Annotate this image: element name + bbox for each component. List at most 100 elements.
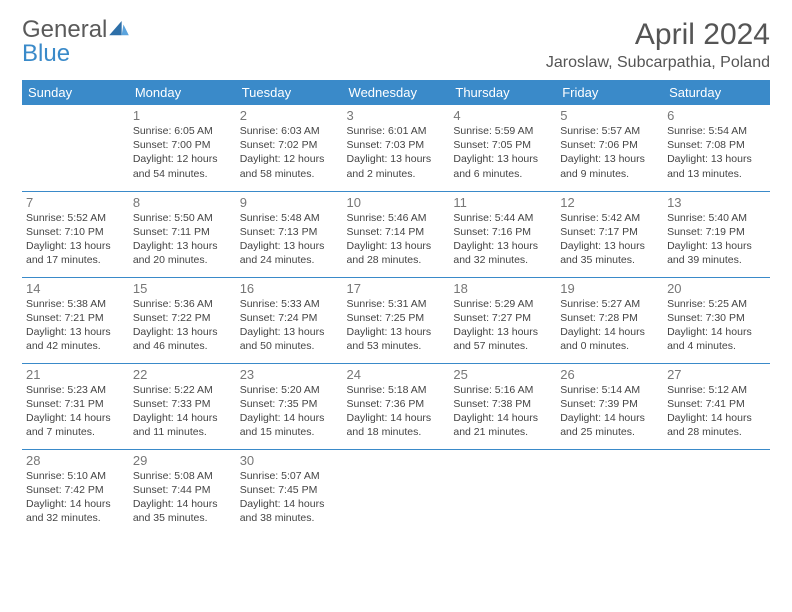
calendar-day-cell: 21Sunrise: 5:23 AMSunset: 7:31 PMDayligh… (22, 363, 129, 449)
calendar-body: 1Sunrise: 6:05 AMSunset: 7:00 PMDaylight… (22, 105, 770, 535)
day-info: Sunrise: 5:59 AMSunset: 7:05 PMDaylight:… (453, 124, 552, 181)
day-number: 20 (667, 281, 766, 296)
calendar-week-row: 1Sunrise: 6:05 AMSunset: 7:00 PMDaylight… (22, 105, 770, 191)
calendar-day-cell: 22Sunrise: 5:22 AMSunset: 7:33 PMDayligh… (129, 363, 236, 449)
day-number: 26 (560, 367, 659, 382)
day-info: Sunrise: 6:05 AMSunset: 7:00 PMDaylight:… (133, 124, 232, 181)
calendar-week-row: 28Sunrise: 5:10 AMSunset: 7:42 PMDayligh… (22, 449, 770, 535)
day-info: Sunrise: 5:40 AMSunset: 7:19 PMDaylight:… (667, 211, 766, 268)
calendar-day-cell: 5Sunrise: 5:57 AMSunset: 7:06 PMDaylight… (556, 105, 663, 191)
day-number: 17 (347, 281, 446, 296)
day-info: Sunrise: 5:31 AMSunset: 7:25 PMDaylight:… (347, 297, 446, 354)
day-number: 1 (133, 108, 232, 123)
day-number: 16 (240, 281, 339, 296)
day-info: Sunrise: 5:08 AMSunset: 7:44 PMDaylight:… (133, 469, 232, 526)
calendar-day-cell: 4Sunrise: 5:59 AMSunset: 7:05 PMDaylight… (449, 105, 556, 191)
day-info: Sunrise: 5:27 AMSunset: 7:28 PMDaylight:… (560, 297, 659, 354)
calendar-day-cell: 3Sunrise: 6:01 AMSunset: 7:03 PMDaylight… (343, 105, 450, 191)
calendar-day-cell: 7Sunrise: 5:52 AMSunset: 7:10 PMDaylight… (22, 191, 129, 277)
location: Jaroslaw, Subcarpathia, Poland (546, 54, 770, 72)
day-number: 30 (240, 453, 339, 468)
day-number: 27 (667, 367, 766, 382)
calendar-day-cell: 13Sunrise: 5:40 AMSunset: 7:19 PMDayligh… (663, 191, 770, 277)
day-number: 5 (560, 108, 659, 123)
day-info: Sunrise: 5:07 AMSunset: 7:45 PMDaylight:… (240, 469, 339, 526)
calendar-day-cell: 23Sunrise: 5:20 AMSunset: 7:35 PMDayligh… (236, 363, 343, 449)
logo-sail-icon (109, 18, 129, 42)
day-number: 21 (26, 367, 125, 382)
calendar-week-row: 14Sunrise: 5:38 AMSunset: 7:21 PMDayligh… (22, 277, 770, 363)
day-info: Sunrise: 5:48 AMSunset: 7:13 PMDaylight:… (240, 211, 339, 268)
calendar-day-cell: 10Sunrise: 5:46 AMSunset: 7:14 PMDayligh… (343, 191, 450, 277)
day-number: 19 (560, 281, 659, 296)
calendar-day-cell: 14Sunrise: 5:38 AMSunset: 7:21 PMDayligh… (22, 277, 129, 363)
calendar-day-cell: 1Sunrise: 6:05 AMSunset: 7:00 PMDaylight… (129, 105, 236, 191)
calendar-day-cell: 2Sunrise: 6:03 AMSunset: 7:02 PMDaylight… (236, 105, 343, 191)
day-info: Sunrise: 5:57 AMSunset: 7:06 PMDaylight:… (560, 124, 659, 181)
calendar-day-cell: 19Sunrise: 5:27 AMSunset: 7:28 PMDayligh… (556, 277, 663, 363)
calendar-day-cell: 24Sunrise: 5:18 AMSunset: 7:36 PMDayligh… (343, 363, 450, 449)
day-info: Sunrise: 6:03 AMSunset: 7:02 PMDaylight:… (240, 124, 339, 181)
calendar-week-row: 21Sunrise: 5:23 AMSunset: 7:31 PMDayligh… (22, 363, 770, 449)
calendar-day-cell: 30Sunrise: 5:07 AMSunset: 7:45 PMDayligh… (236, 449, 343, 535)
day-number: 13 (667, 195, 766, 210)
calendar-day-cell: 15Sunrise: 5:36 AMSunset: 7:22 PMDayligh… (129, 277, 236, 363)
calendar-day-cell: 17Sunrise: 5:31 AMSunset: 7:25 PMDayligh… (343, 277, 450, 363)
day-info: Sunrise: 5:20 AMSunset: 7:35 PMDaylight:… (240, 383, 339, 440)
day-number: 2 (240, 108, 339, 123)
day-info: Sunrise: 5:23 AMSunset: 7:31 PMDaylight:… (26, 383, 125, 440)
day-info: Sunrise: 5:12 AMSunset: 7:41 PMDaylight:… (667, 383, 766, 440)
day-number: 14 (26, 281, 125, 296)
day-info: Sunrise: 5:52 AMSunset: 7:10 PMDaylight:… (26, 211, 125, 268)
calendar-day-cell: 12Sunrise: 5:42 AMSunset: 7:17 PMDayligh… (556, 191, 663, 277)
day-info: Sunrise: 5:36 AMSunset: 7:22 PMDaylight:… (133, 297, 232, 354)
calendar-day-cell: 6Sunrise: 5:54 AMSunset: 7:08 PMDaylight… (663, 105, 770, 191)
day-info: Sunrise: 5:46 AMSunset: 7:14 PMDaylight:… (347, 211, 446, 268)
calendar-day-cell: 9Sunrise: 5:48 AMSunset: 7:13 PMDaylight… (236, 191, 343, 277)
day-info: Sunrise: 5:18 AMSunset: 7:36 PMDaylight:… (347, 383, 446, 440)
day-info: Sunrise: 5:42 AMSunset: 7:17 PMDaylight:… (560, 211, 659, 268)
weekday-header: Monday (129, 80, 236, 105)
day-number: 22 (133, 367, 232, 382)
weekday-header: Wednesday (343, 80, 450, 105)
day-number: 3 (347, 108, 446, 123)
day-number: 15 (133, 281, 232, 296)
day-info: Sunrise: 5:38 AMSunset: 7:21 PMDaylight:… (26, 297, 125, 354)
day-number: 28 (26, 453, 125, 468)
day-info: Sunrise: 5:10 AMSunset: 7:42 PMDaylight:… (26, 469, 125, 526)
calendar-day-cell: 26Sunrise: 5:14 AMSunset: 7:39 PMDayligh… (556, 363, 663, 449)
day-number: 4 (453, 108, 552, 123)
day-info: Sunrise: 5:33 AMSunset: 7:24 PMDaylight:… (240, 297, 339, 354)
day-number: 24 (347, 367, 446, 382)
day-number: 29 (133, 453, 232, 468)
calendar-day-cell: 18Sunrise: 5:29 AMSunset: 7:27 PMDayligh… (449, 277, 556, 363)
calendar-day-cell: 29Sunrise: 5:08 AMSunset: 7:44 PMDayligh… (129, 449, 236, 535)
calendar-day-cell: 20Sunrise: 5:25 AMSunset: 7:30 PMDayligh… (663, 277, 770, 363)
day-info: Sunrise: 5:50 AMSunset: 7:11 PMDaylight:… (133, 211, 232, 268)
day-info: Sunrise: 5:14 AMSunset: 7:39 PMDaylight:… (560, 383, 659, 440)
weekday-header: Saturday (663, 80, 770, 105)
calendar-table: SundayMondayTuesdayWednesdayThursdayFrid… (22, 80, 770, 535)
day-number: 10 (347, 195, 446, 210)
calendar-empty-cell (556, 449, 663, 535)
day-info: Sunrise: 5:44 AMSunset: 7:16 PMDaylight:… (453, 211, 552, 268)
calendar-day-cell: 27Sunrise: 5:12 AMSunset: 7:41 PMDayligh… (663, 363, 770, 449)
day-number: 12 (560, 195, 659, 210)
calendar-week-row: 7Sunrise: 5:52 AMSunset: 7:10 PMDaylight… (22, 191, 770, 277)
calendar-day-cell: 16Sunrise: 5:33 AMSunset: 7:24 PMDayligh… (236, 277, 343, 363)
day-number: 6 (667, 108, 766, 123)
weekday-header: Friday (556, 80, 663, 105)
day-number: 18 (453, 281, 552, 296)
day-info: Sunrise: 5:54 AMSunset: 7:08 PMDaylight:… (667, 124, 766, 181)
weekday-header: Sunday (22, 80, 129, 105)
day-number: 25 (453, 367, 552, 382)
calendar-day-cell: 25Sunrise: 5:16 AMSunset: 7:38 PMDayligh… (449, 363, 556, 449)
day-info: Sunrise: 5:16 AMSunset: 7:38 PMDaylight:… (453, 383, 552, 440)
calendar-day-cell: 28Sunrise: 5:10 AMSunset: 7:42 PMDayligh… (22, 449, 129, 535)
day-info: Sunrise: 5:25 AMSunset: 7:30 PMDaylight:… (667, 297, 766, 354)
day-number: 7 (26, 195, 125, 210)
logo-text-general: General (22, 16, 107, 43)
weekday-header: Tuesday (236, 80, 343, 105)
header: GeneralBlue April 2024 Jaroslaw, Subcarp… (22, 18, 770, 72)
calendar-day-cell: 8Sunrise: 5:50 AMSunset: 7:11 PMDaylight… (129, 191, 236, 277)
